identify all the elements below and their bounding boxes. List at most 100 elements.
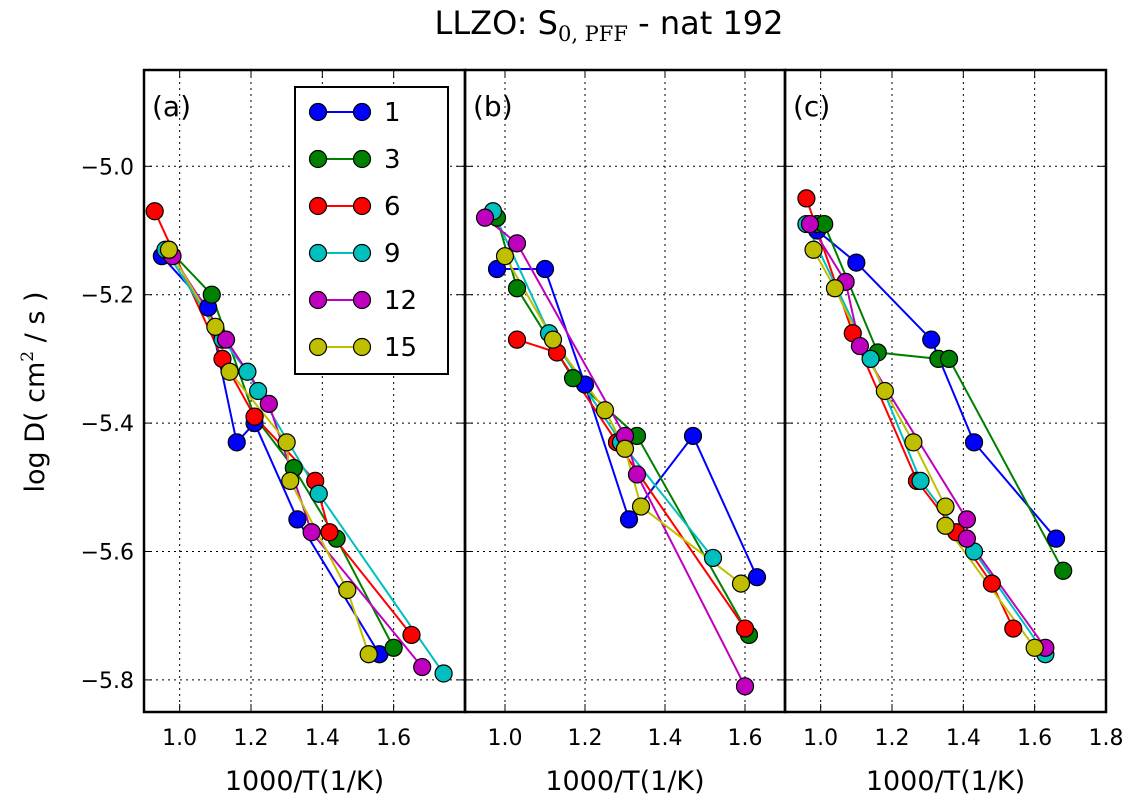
data-point-9 (238, 362, 257, 381)
data-point-15 (936, 516, 955, 535)
x-tick-label: 1.4 (648, 726, 683, 751)
grid (785, 70, 1106, 712)
y-tick-label: −5.8 (81, 669, 134, 694)
data-point-12 (957, 510, 977, 529)
data-point-15 (904, 433, 923, 452)
series-line-6 (516, 338, 746, 630)
x-axis-label: 1000/T(1/K) (866, 766, 1025, 797)
data-point-15 (804, 240, 823, 259)
data-point-9 (861, 349, 880, 368)
series-line-9 (492, 210, 714, 559)
data-point-3 (507, 279, 527, 298)
data-point-15 (281, 471, 300, 490)
legend-marker-12 (352, 290, 372, 310)
series-group (145, 202, 453, 683)
x-tick-label: 1.2 (875, 726, 910, 751)
x-tick-label: 1.0 (488, 726, 523, 751)
grid (144, 70, 465, 712)
data-point-1 (487, 259, 507, 279)
data-point-12 (850, 336, 870, 356)
legend-marker-6 (308, 196, 328, 216)
data-point-12 (627, 465, 647, 484)
ylabel-main: log D( cm (20, 362, 51, 493)
data-point-6 (320, 523, 339, 542)
legend-marker-9 (352, 243, 372, 263)
data-point-9 (434, 664, 453, 683)
y-axis-label-group: log D( cm2 / s ) (18, 291, 51, 492)
data-point-6 (982, 574, 1001, 593)
panel-2: 1.0 1.2 1.4 1.6 (b) 1000/T(1/K) (463, 68, 787, 797)
data-point-3 (563, 369, 583, 388)
legend-label-6: 6 (384, 192, 401, 222)
legend-label-1: 1 (384, 98, 401, 128)
legend-marker-3 (352, 149, 372, 169)
data-point-1 (1046, 529, 1066, 548)
data-point-1 (288, 510, 307, 529)
data-point-6 (1004, 619, 1023, 638)
ylabel-superscript: 2 (18, 351, 38, 362)
panel-label: (a) (152, 90, 191, 123)
x-tick-label: 1.6 (728, 726, 763, 751)
data-point-1 (964, 433, 984, 452)
data-point-9 (309, 484, 328, 503)
data-point-15 (1025, 638, 1044, 657)
data-point-6 (735, 619, 755, 638)
legend-marker-15 (308, 337, 328, 357)
legend-marker-12 (308, 290, 328, 310)
panels: 1.0 1.2 1.4 1.6 −5.0 −5.2 −5.4 −5.6 −5.8 (a) 1000/… (81, 68, 1124, 797)
legend-marker-1 (352, 102, 372, 122)
data-point-3 (384, 638, 403, 657)
data-point-15 (495, 247, 515, 266)
data-point-6 (507, 330, 527, 349)
data-point-1 (535, 259, 555, 279)
x-axis-label: 1000/T(1/K) (225, 766, 384, 797)
data-point-6 (245, 407, 264, 426)
panel-label: (c) (793, 90, 830, 123)
panel-label: (b) (473, 90, 513, 123)
data-point-12 (413, 657, 432, 677)
series-line-3 (168, 249, 395, 649)
data-point-6 (797, 189, 816, 208)
data-point-9 (249, 381, 268, 401)
x-tick-label: 1.6 (1017, 726, 1052, 751)
data-point-15 (731, 574, 751, 593)
legend-label-15: 15 (384, 333, 417, 363)
data-point-15 (338, 580, 357, 600)
ylabel-rest: / s ) (20, 291, 51, 350)
data-point-3 (202, 285, 221, 304)
x-tick-label: 1.4 (305, 726, 340, 751)
legend-marker-6 (352, 196, 372, 216)
data-point-12 (216, 330, 236, 349)
data-point-15 (359, 645, 378, 664)
data-point-1 (683, 426, 703, 446)
legend-label-3: 3 (384, 145, 401, 175)
panel-3: 1.0 1.2 1.4 1.6 1.8 (c) 1000/T(1/K) (783, 68, 1124, 797)
x-axis-label: 1000/T(1/K) (545, 766, 704, 797)
data-point-15 (615, 439, 635, 458)
data-point-12 (302, 523, 321, 542)
x-tick-label: 1.8 (1089, 726, 1124, 751)
title-rest: - nat 192 (628, 4, 784, 42)
data-point-15 (159, 240, 179, 259)
grid (465, 70, 785, 712)
data-point-15 (631, 497, 651, 516)
data-point-15 (543, 330, 563, 349)
series-line-15 (504, 255, 742, 585)
legend: 1 3 6 9 12 15 (294, 86, 449, 375)
data-point-15 (825, 279, 845, 298)
data-point-1 (847, 253, 866, 272)
series-group (475, 202, 767, 696)
x-tick-label: 1.0 (162, 726, 197, 751)
data-point-1 (747, 568, 767, 587)
title-subscript: 0, PFF (558, 22, 628, 46)
legend-marker-1 (308, 102, 328, 122)
data-point-15 (595, 401, 615, 420)
legend-marker-9 (308, 243, 328, 263)
x-tick-label: 1.2 (568, 726, 603, 751)
data-point-9 (703, 548, 723, 568)
panel-1: 1.0 1.2 1.4 1.6 −5.0 −5.2 −5.4 −5.6 −5.8 (a) 1000/… (81, 68, 467, 797)
legend-label-12: 12 (384, 286, 417, 316)
data-point-3 (939, 349, 959, 368)
data-point-6 (145, 202, 164, 221)
